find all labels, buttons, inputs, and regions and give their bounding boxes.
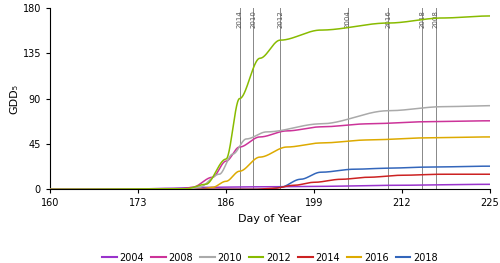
Text: 2016: 2016 — [386, 10, 392, 28]
Text: 2010: 2010 — [250, 10, 256, 28]
Y-axis label: GDD₅: GDD₅ — [10, 84, 20, 114]
Text: 2014: 2014 — [236, 10, 242, 28]
Text: 2018: 2018 — [420, 10, 426, 28]
Text: 2008: 2008 — [433, 10, 439, 28]
X-axis label: Day of Year: Day of Year — [238, 214, 302, 224]
Legend: 2004, 2008, 2010, 2012, 2014, 2016, 2018: 2004, 2008, 2010, 2012, 2014, 2016, 2018 — [98, 249, 442, 263]
Text: 2012: 2012 — [277, 10, 283, 28]
Text: 2004: 2004 — [345, 10, 351, 28]
